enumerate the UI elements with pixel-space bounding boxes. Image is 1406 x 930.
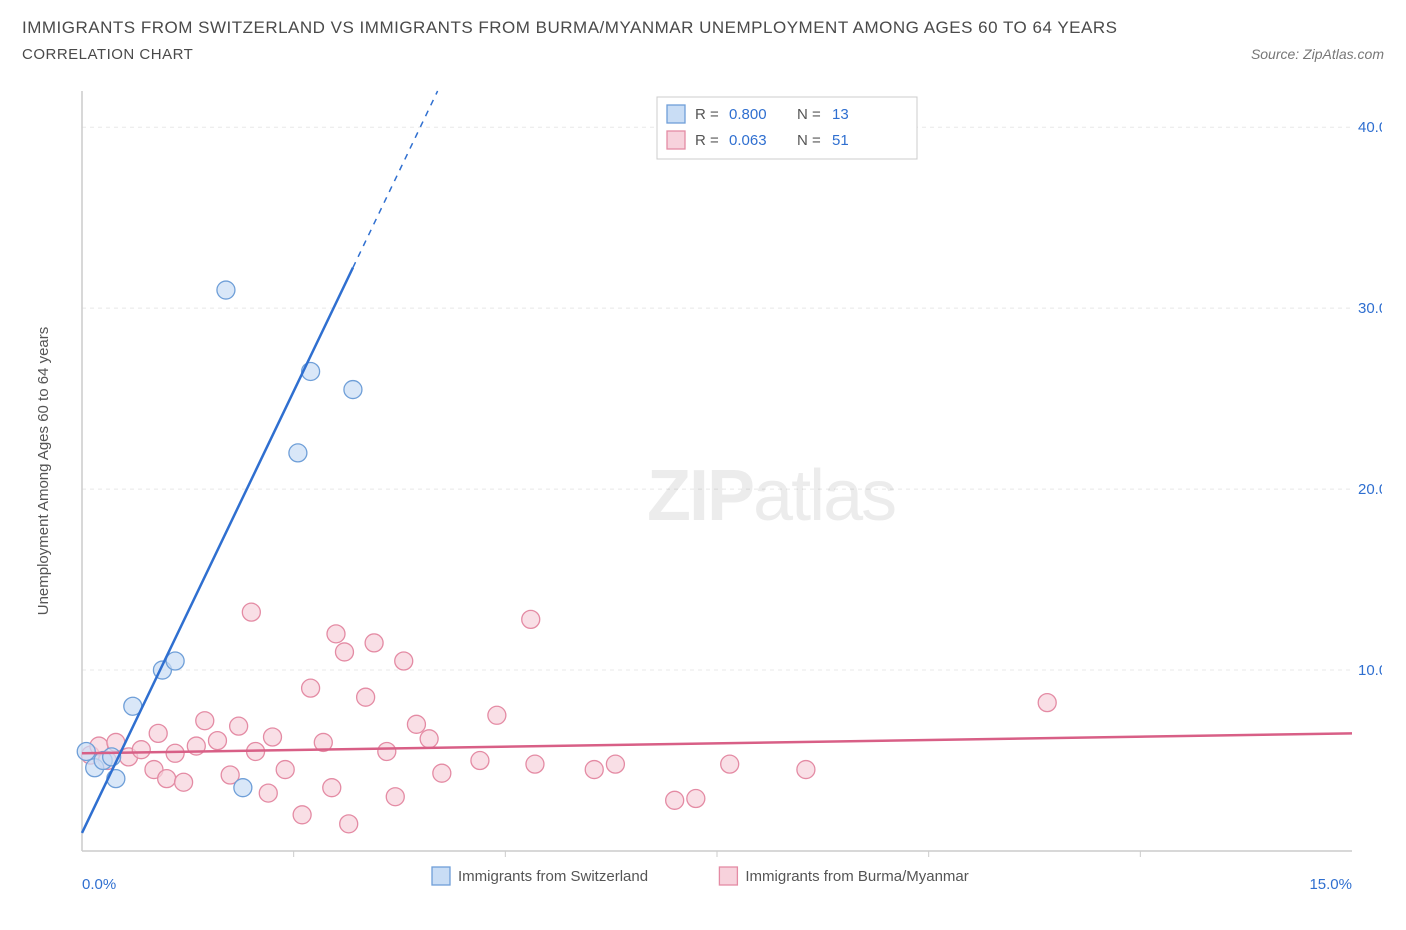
- svg-text:15.0%: 15.0%: [1309, 876, 1352, 893]
- header: IMMIGRANTS FROM SWITZERLAND VS IMMIGRANT…: [22, 18, 1384, 63]
- chart-subtitle: CORRELATION CHART: [22, 46, 1117, 63]
- chart-title: IMMIGRANTS FROM SWITZERLAND VS IMMIGRANT…: [22, 18, 1117, 38]
- svg-text:Immigrants from Burma/Myanmar: Immigrants from Burma/Myanmar: [745, 868, 968, 885]
- svg-text:Immigrants from Switzerland: Immigrants from Switzerland: [458, 868, 648, 885]
- svg-text:30.0%: 30.0%: [1358, 300, 1382, 317]
- svg-text:R =: R =: [695, 132, 719, 149]
- svg-text:20.0%: 20.0%: [1358, 481, 1382, 498]
- correlation-scatter-chart: 10.0% 20.0% 30.0% 40.0% Unemployment Among A…: [22, 81, 1382, 911]
- svg-text:0.0%: 0.0%: [82, 876, 116, 893]
- chart-container: 10.0% 20.0% 30.0% 40.0% Unemployment Among A…: [22, 81, 1384, 911]
- svg-text:R =: R =: [695, 106, 719, 123]
- svg-text:0.063: 0.063: [729, 132, 767, 149]
- svg-text:51: 51: [832, 132, 849, 149]
- svg-text:N =: N =: [797, 132, 821, 149]
- svg-text:N =: N =: [797, 106, 821, 123]
- svg-text:13: 13: [832, 106, 849, 123]
- source-attribution: Source: ZipAtlas.com: [1251, 46, 1384, 62]
- svg-text:10.0%: 10.0%: [1358, 662, 1382, 679]
- svg-text:Unemployment Among Ages 60 to: Unemployment Among Ages 60 to 64 years: [35, 327, 52, 616]
- svg-text:40.0%: 40.0%: [1358, 119, 1382, 136]
- svg-text:0.800: 0.800: [729, 106, 767, 123]
